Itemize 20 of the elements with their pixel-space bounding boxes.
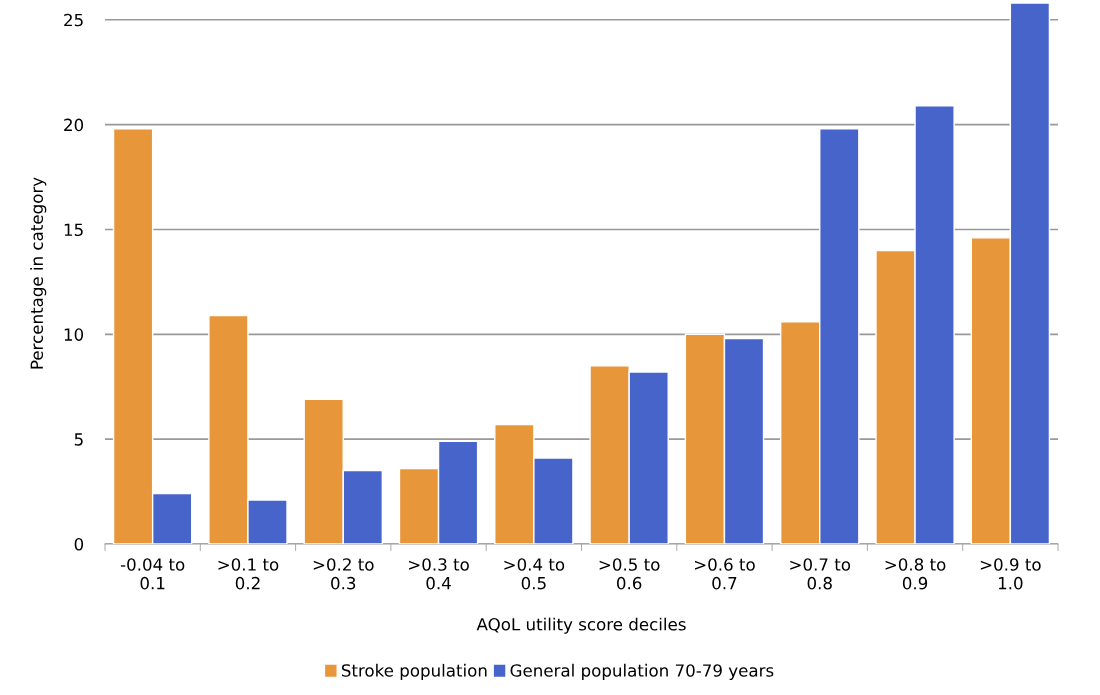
x-tick-label: >0.4 to 0.5 — [504, 558, 565, 590]
y-tick-label: 20 — [64, 118, 84, 132]
y-tick-label: 10 — [64, 328, 84, 341]
y-tick-label: 25 — [64, 13, 83, 27]
legend-label: Stroke population — [341, 663, 487, 680]
x-tick-label: >0.2 to 0.3 — [313, 558, 374, 590]
x-tick-label: -0.04 to 0.1 — [120, 558, 185, 590]
x-tick-label: >0.9 to 1.0 — [980, 558, 1041, 590]
x-tick-label: >0.6 to 0.7 — [694, 558, 755, 590]
x-tick-label: >0.3 to 0.4 — [409, 558, 469, 590]
legend-label: General population 70-79 years — [510, 663, 774, 680]
y-tick-label: 5 — [74, 433, 83, 446]
y-tick-label: 15 — [64, 223, 83, 237]
x-tick-label: >0.8 to 0.9 — [885, 558, 946, 590]
y-tick-label: 0 — [74, 537, 84, 551]
x-tick-label: >0.7 to 0.8 — [790, 558, 851, 590]
x-tick-label: >0.5 to 0.6 — [599, 558, 660, 590]
x-axis-title: AQoL utility score deciles — [476, 617, 686, 634]
x-tick-label: >0.1 to 0.2 — [218, 558, 279, 590]
y-axis-title: Percentage in category — [30, 177, 47, 369]
